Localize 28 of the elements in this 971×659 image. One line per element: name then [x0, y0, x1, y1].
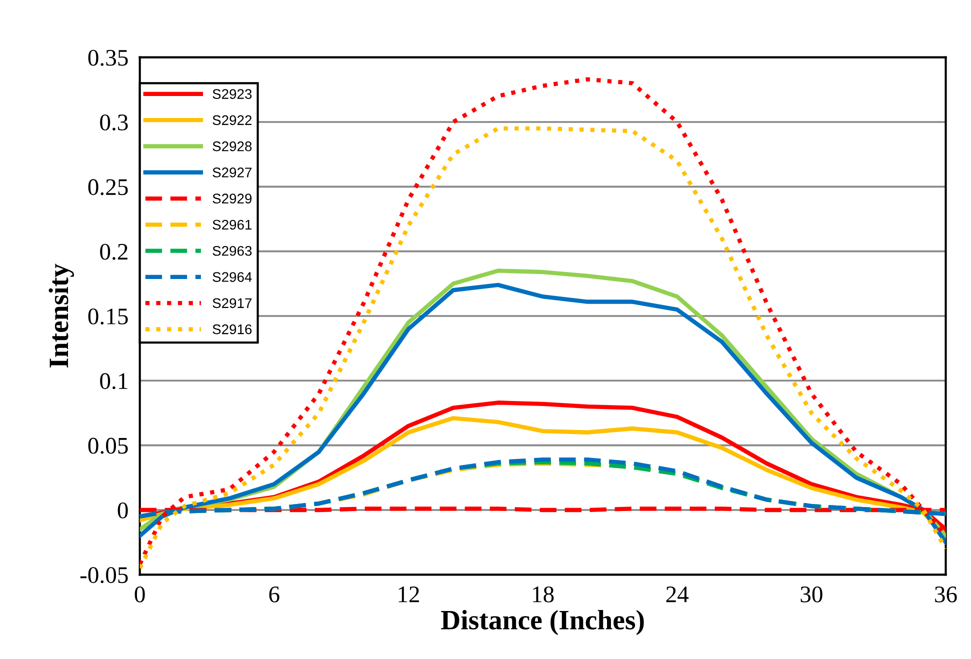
- x-tick-label: 12: [398, 586, 419, 602]
- x-axis-title: Distance (Inches): [441, 610, 644, 636]
- y-tick-label: -0.05: [80, 567, 128, 584]
- y-axis-title: Intensity: [48, 264, 74, 368]
- y-tick-label: 0.1: [100, 373, 128, 390]
- legend-label: S2961: [212, 220, 252, 230]
- legend-label: S2928: [212, 141, 252, 152]
- legend-label: S2923: [212, 89, 252, 99]
- x-tick-label: 6: [269, 586, 280, 602]
- y-tick-label: 0.2: [100, 244, 128, 260]
- legend-label: S2916: [212, 324, 252, 334]
- legend-label: S2922: [212, 115, 252, 126]
- y-tick-label: 0.05: [88, 438, 128, 454]
- y-tick-label: 0.35: [88, 50, 128, 66]
- legend-label: S2929: [212, 194, 252, 204]
- x-tick-label: 0: [134, 586, 145, 602]
- x-tick-label: 18: [533, 586, 554, 602]
- y-tick-label: 0.15: [88, 308, 128, 325]
- y-tick-label: 0.3: [100, 114, 128, 131]
- legend-label: S2964: [212, 272, 252, 282]
- legend-label: S2917: [212, 298, 252, 308]
- y-tick-label: 0.25: [88, 179, 128, 196]
- legend-label: S2963: [212, 246, 252, 256]
- x-tick-label: 36: [935, 586, 957, 602]
- y-tick-label: 0: [118, 502, 128, 518]
- x-tick-label: 24: [666, 586, 689, 602]
- x-tick-label: 30: [800, 586, 822, 602]
- legend-label: S2927: [212, 168, 252, 178]
